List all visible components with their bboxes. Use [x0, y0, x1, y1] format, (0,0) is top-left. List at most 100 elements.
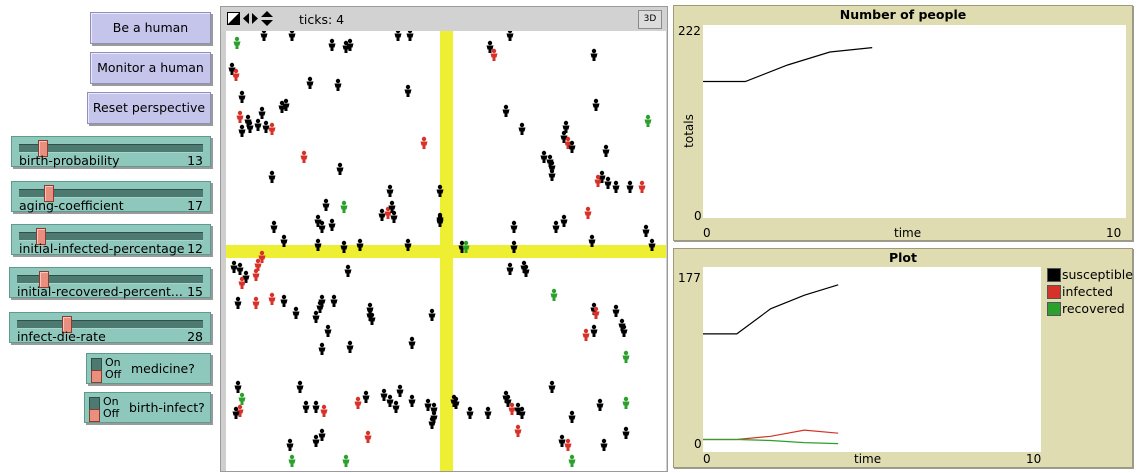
person-susceptible [356, 238, 364, 251]
plot-area [703, 25, 1126, 218]
3d-button[interactable]: 3D [638, 10, 662, 29]
person-susceptible [268, 170, 276, 183]
person-susceptible [280, 294, 288, 307]
person-susceptible [518, 406, 526, 419]
slider-track[interactable] [19, 189, 203, 198]
switch-off-label: Off [103, 407, 120, 420]
person-susceptible [280, 234, 288, 247]
person-susceptible [286, 438, 294, 451]
person-susceptible [486, 40, 494, 53]
x-max-label: 10 [1026, 452, 1042, 466]
monitor-a-human-button[interactable]: Monitor a human [90, 52, 211, 84]
slider-label: initial-recovered-percent... [17, 284, 183, 299]
switch-label: medicine? [131, 361, 195, 376]
plot-1-svg [703, 47, 873, 83]
x-max-label: 10 [1106, 226, 1122, 240]
infect-die-rate-slider[interactable]: infect-die-rate 28 [9, 312, 211, 344]
slider-track[interactable] [17, 320, 203, 329]
edit-icon[interactable] [227, 12, 240, 25]
slider-track[interactable] [17, 275, 203, 284]
person-susceptible [234, 380, 242, 393]
person-susceptible [288, 31, 296, 41]
person-susceptible [604, 176, 612, 189]
person-susceptible [408, 336, 416, 349]
person-susceptible [394, 31, 402, 41]
person-susceptible [620, 324, 628, 337]
slider-track[interactable] [19, 232, 203, 241]
person-infected [236, 404, 244, 417]
person-susceptible [592, 98, 600, 111]
person-recovered [622, 396, 630, 409]
left-right-arrows-icon[interactable] [243, 12, 258, 25]
slider-thumb[interactable] [38, 140, 48, 157]
slider-track[interactable] [19, 144, 203, 153]
switch-knob[interactable] [89, 409, 100, 422]
person-susceptible [302, 400, 310, 413]
initial-recovered-percentage-slider[interactable]: initial-recovered-percent... 15 [9, 267, 211, 299]
person-susceptible [436, 214, 444, 227]
plot-title: Plot [888, 250, 917, 265]
person-susceptible [506, 31, 514, 41]
person-susceptible [262, 120, 270, 133]
person-susceptible [292, 306, 300, 319]
person-susceptible [560, 214, 568, 227]
person-susceptible [246, 120, 254, 133]
switch-knob[interactable] [91, 370, 102, 383]
person-infected [564, 438, 572, 451]
legend-label-recovered: recovered [1062, 301, 1125, 316]
person-susceptible [558, 434, 566, 447]
person-susceptible [306, 76, 314, 89]
person-susceptible [340, 240, 348, 253]
birth-probability-slider[interactable]: birth-probability 13 [11, 136, 211, 168]
person-susceptible [598, 170, 606, 183]
person-susceptible [386, 184, 394, 197]
slider-value: 13 [187, 153, 203, 168]
initial-infected-percentage-slider[interactable]: initial-infected-percentage 12 [11, 224, 211, 256]
be-a-human-button[interactable]: Be a human [90, 12, 211, 44]
plot-title: Number of people [839, 7, 967, 22]
person-susceptible [452, 396, 460, 409]
slider-thumb[interactable] [62, 316, 72, 333]
person-susceptible [318, 294, 326, 307]
person-susceptible [242, 270, 250, 283]
medicine-switch[interactable]: On Off medicine? [86, 353, 211, 384]
person-susceptible [404, 84, 412, 97]
slider-thumb[interactable] [36, 228, 46, 245]
person-infected [254, 258, 262, 271]
aging-coefficient-slider[interactable]: aging-coefficient 17 [11, 181, 211, 213]
person-susceptible [424, 398, 432, 411]
world-canvas[interactable] [226, 31, 666, 471]
person-recovered [550, 288, 558, 301]
slider-thumb[interactable] [39, 271, 49, 288]
switch-label: birth-infect? [129, 400, 205, 415]
slider-value: 15 [187, 284, 203, 299]
y-min-label: 0 [694, 437, 702, 451]
person-susceptible [254, 118, 262, 131]
plot-area [703, 267, 1041, 452]
person-susceptible [232, 406, 240, 419]
slider-thumb[interactable] [44, 185, 54, 202]
birth-infect-switch[interactable]: On Off birth-infect? [84, 392, 211, 423]
person-susceptible [322, 198, 330, 211]
person-infected [268, 122, 276, 135]
person-susceptible [406, 31, 414, 41]
person-susceptible [258, 106, 266, 119]
reset-perspective-button[interactable]: Reset perspective [87, 92, 211, 124]
person-susceptible [336, 162, 344, 175]
switch-off-label: Off [105, 368, 122, 381]
person-susceptible [324, 324, 332, 337]
switch-on-label: On [103, 395, 119, 408]
series-line-series-0 [703, 47, 873, 83]
person-susceptible [642, 224, 650, 237]
x-min-label: 0 [703, 452, 711, 466]
legend-swatch-recovered [1047, 302, 1061, 316]
person-susceptible [562, 120, 570, 133]
person-susceptible [312, 434, 320, 447]
person-susceptible [466, 406, 474, 419]
person-infected [592, 306, 600, 319]
person-susceptible [238, 90, 246, 103]
person-susceptible [380, 388, 388, 401]
up-down-arrows-icon[interactable] [260, 11, 274, 26]
person-susceptible [596, 398, 604, 411]
person-susceptible [484, 406, 492, 419]
